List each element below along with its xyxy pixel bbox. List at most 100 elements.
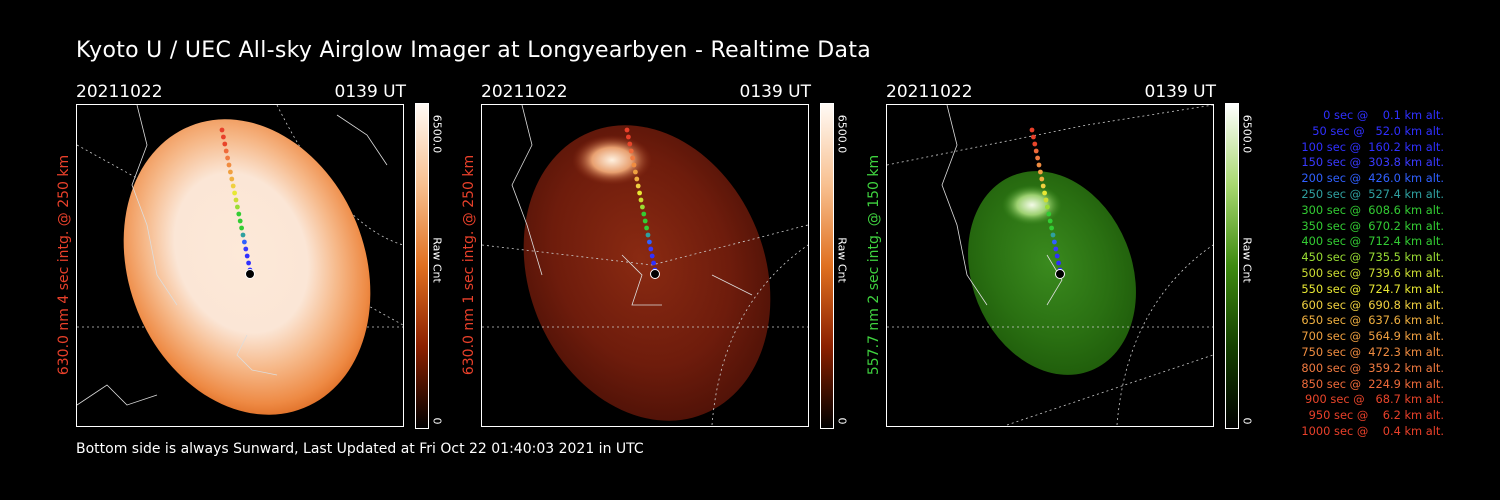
observatory-marker (245, 269, 255, 279)
trajectory-dot (641, 211, 647, 217)
legend-row: 950 sec @ 6.2 km alt. (1305, 408, 1444, 423)
trajectory-dot (235, 204, 240, 210)
panel-3-cbar-unit: Raw Cnt (1240, 237, 1254, 283)
panel-3-cbar-max: 6500.0 (1240, 114, 1254, 154)
trajectory-dot (246, 260, 252, 266)
trajectory-dot (1038, 169, 1043, 175)
observatory-marker (650, 269, 660, 279)
panel-3-cbar-min: 0 (1240, 417, 1254, 425)
trajectory-dot (1053, 246, 1059, 252)
legend-row: 800 sec @ 359.2 km alt. (1297, 360, 1444, 375)
panel-2-cbar-unit: Raw Cnt (835, 237, 849, 283)
panel-2-colorbar (820, 103, 834, 429)
trajectory-dot (1042, 190, 1047, 196)
page-title: Kyoto U / UEC All-sky Airglow Imager at … (76, 38, 872, 63)
trajectory-dot (638, 197, 644, 203)
trajectory-dot (648, 246, 654, 252)
legend-row: 700 sec @ 564.9 km alt. (1297, 329, 1444, 344)
trajectory-dot (223, 148, 229, 154)
trajectory-dot (221, 134, 226, 140)
panel-1-date: 20211022 (76, 82, 163, 102)
trajectory-dot (1049, 225, 1054, 231)
trajectory-dot (627, 141, 633, 147)
trajectory-dot (219, 127, 225, 133)
legend-row: 0 sec @ 0.1 km alt. (1312, 108, 1444, 122)
trajectory-dot (240, 232, 246, 238)
trajectory-dot (1054, 253, 1060, 259)
panel-2-cbar-max: 6500.0 (835, 114, 849, 154)
trajectory-dot (640, 204, 645, 210)
legend-row: 550 sec @ 724.7 km alt. (1297, 281, 1444, 296)
trajectory-dot (637, 190, 642, 196)
legend-row: 1000 sec @ 0.4 km alt. (1301, 423, 1444, 438)
trajectory-dot (630, 155, 635, 161)
trajectory-dot (1043, 197, 1049, 203)
panel-3-ylabel: 557.7 nm 2 sec intg. @ 150 km (866, 154, 882, 375)
trajectory-dot (628, 148, 634, 154)
trajectory-dot (626, 134, 631, 140)
trajectory-dot (651, 260, 656, 266)
panel-3: 20211022 0139 UT (886, 82, 1216, 427)
observatory-marker (1055, 269, 1065, 279)
trajectory-dot (242, 239, 247, 245)
legend-row: 50 sec @ 52.0 km alt. (1305, 123, 1444, 138)
trajectory-dot (1052, 239, 1057, 245)
panel-1-colorbar (415, 103, 429, 429)
trajectory-dot (233, 197, 239, 203)
trajectory-dot (225, 155, 231, 161)
panel-2-time: 0139 UT (739, 82, 812, 102)
panel-1-cbar-max: 6500.0 (430, 114, 444, 154)
panel-1-ylabel: 630.0 nm 4 sec intg. @ 250 km (56, 154, 72, 375)
trajectory-dot (1031, 134, 1036, 140)
legend-row: 250 sec @ 527.4 km alt. (1297, 186, 1444, 201)
legend-row: 650 sec @ 637.6 km alt. (1297, 313, 1444, 328)
trajectory-dot (1029, 127, 1035, 133)
trajectory-dot (635, 183, 641, 189)
legend-row: 600 sec @ 690.8 km alt. (1297, 297, 1444, 312)
trajectory-dot (222, 141, 228, 147)
trajectory-dot (645, 232, 651, 238)
legend-row: 150 sec @ 303.8 km alt. (1297, 155, 1444, 170)
panel-3-colorbar (1225, 103, 1239, 429)
trajectory-dot (644, 225, 649, 231)
trajectory-dot (1046, 211, 1052, 217)
legend-row: 100 sec @ 160.2 km alt. (1297, 139, 1444, 154)
trajectory-dot (232, 190, 238, 196)
legend-row: 500 sec @ 739.6 km alt. (1297, 265, 1444, 280)
footer-note: Bottom side is always Sunward, Last Upda… (76, 441, 644, 457)
legend-row: 750 sec @ 472.3 km alt. (1297, 344, 1444, 359)
trajectory-dot (1045, 204, 1050, 210)
panel-2: 20211022 0139 UT (481, 82, 811, 427)
trajectory-dot (236, 211, 242, 217)
trajectory-dot (228, 169, 233, 175)
trajectory-dot (642, 218, 648, 224)
trajectory-dot (634, 176, 640, 182)
trajectory-dot (237, 218, 243, 224)
panel-2-image (481, 104, 809, 427)
trajectory-dot (647, 239, 652, 245)
trajectory-dot (649, 253, 655, 259)
trajectory-dot (1050, 232, 1056, 238)
legend-row: 300 sec @ 608.6 km alt. (1297, 202, 1444, 217)
trajectory-dot (1040, 183, 1046, 189)
legend-row: 400 sec @ 712.4 km alt. (1297, 234, 1444, 249)
trajectory-dot (1056, 260, 1061, 266)
legend-row: 450 sec @ 735.5 km alt. (1297, 250, 1444, 265)
panel-2-ylabel: 630.0 nm 1 sec intg. @ 250 km (461, 154, 477, 375)
panel-1: 20211022 0139 UT (76, 82, 406, 427)
panel-1-time: 0139 UT (334, 82, 407, 102)
trajectory-dot (226, 162, 232, 168)
trajectory-dot (243, 246, 249, 252)
trajectory-dot (1033, 148, 1039, 154)
panel-1-image (76, 104, 404, 427)
legend-row: 350 sec @ 670.2 km alt. (1297, 218, 1444, 233)
trajectory-dot (1032, 141, 1038, 147)
panel-1-cbar-min: 0 (430, 417, 444, 425)
legend-row: 900 sec @ 68.7 km alt. (1301, 392, 1444, 407)
panel-2-date: 20211022 (481, 82, 568, 102)
legend-row: 850 sec @ 224.9 km alt. (1297, 376, 1444, 391)
trajectory-dot (239, 225, 245, 231)
panel-3-time: 0139 UT (1144, 82, 1217, 102)
trajectory-dot (1039, 176, 1045, 182)
legend-row: 200 sec @ 426.0 km alt. (1297, 171, 1444, 186)
